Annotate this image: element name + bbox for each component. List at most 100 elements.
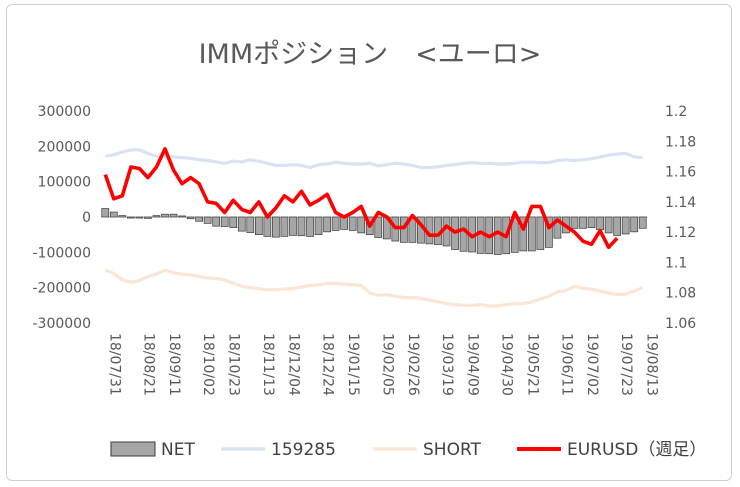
- net-bar: [263, 216, 272, 237]
- net-bar: [161, 213, 169, 218]
- y-right-tick-label: 1.16: [665, 165, 696, 181]
- net-bar: [144, 216, 152, 219]
- x-tick-label: 19/08/13: [644, 333, 660, 396]
- x-tick-label: 18/11/13: [260, 333, 276, 396]
- y-right-tick-label: 1.2: [665, 104, 687, 120]
- net-bar: [178, 215, 186, 218]
- y-axis-left: 300000 200000 100000 0 -100000 -200000 -300000: [33, 104, 92, 332]
- net-bar: [254, 216, 263, 236]
- x-tick-label: 19/04/09: [465, 333, 481, 396]
- net-bar: [101, 208, 110, 218]
- net-bar: [519, 216, 528, 252]
- x-tick-label: 19/02/05: [379, 333, 395, 396]
- y-left-tick-label: 300000: [38, 104, 91, 120]
- legend: NET 159285 SHORT EURUSD（週足）: [110, 440, 706, 460]
- net-bar: [613, 216, 621, 236]
- x-tick-label: 18/10/02: [200, 333, 216, 396]
- net-bar: [212, 216, 221, 227]
- net-bar: [621, 216, 630, 235]
- x-tick-label: 18/07/31: [106, 333, 122, 396]
- net-bar: [272, 216, 280, 238]
- net-bar: [493, 216, 502, 255]
- x-tick-label: 19/07/23: [618, 333, 634, 396]
- y-right-tick-label: 1.14: [665, 195, 696, 211]
- net-bar: [630, 216, 639, 233]
- net-bar: [135, 216, 144, 219]
- net-bar: [220, 216, 229, 227]
- net-bar: [186, 216, 195, 220]
- legend-label-short: SHORT: [423, 440, 482, 460]
- net-bar: [127, 216, 135, 219]
- net-bar: [109, 211, 118, 218]
- net-bar: [152, 215, 161, 218]
- net-bar: [280, 216, 289, 237]
- net-bar: [604, 216, 613, 234]
- series-lines: [103, 147, 644, 308]
- x-tick-label: 19/02/26: [405, 333, 421, 396]
- y-left-tick-label: 200000: [38, 139, 91, 155]
- x-tick-label: 18/12/24: [320, 333, 336, 396]
- net-bar: [570, 216, 579, 229]
- series-line-long: [105, 148, 643, 170]
- x-axis: 18/07/31 18/08/21 18/09/11 18/10/02 18/10/23…: [106, 333, 659, 396]
- y-right-tick-label: 1.12: [665, 225, 696, 241]
- net-bar: [545, 216, 553, 248]
- net-bar: [323, 216, 331, 233]
- legend-label-net: NET: [161, 440, 195, 460]
- net-bar: [527, 216, 536, 252]
- net-bar: [246, 216, 255, 233]
- net-bar: [340, 216, 348, 230]
- x-tick-label: 19/05/21: [524, 333, 540, 396]
- y-right-tick-label: 1.18: [665, 134, 696, 150]
- y-axis-right: 1.2 1.18 1.16 1.14 1.12 1.1 1.08 1.06: [665, 104, 696, 332]
- net-bar: [348, 216, 357, 231]
- y-right-tick-label: 1.1: [665, 255, 687, 271]
- net-bar: [237, 216, 246, 232]
- series-line-short: [104, 268, 644, 308]
- chart-frame: IMMポジション <ユーロ> 300000 200000 100000 0 -10000…: [6, 4, 732, 481]
- net-bar: [442, 216, 451, 247]
- x-tick-label: 18/09/11: [166, 333, 182, 396]
- net-bar: [203, 216, 212, 224]
- net-bar: [289, 216, 297, 236]
- net-bar: [195, 216, 203, 222]
- net-bar: [357, 216, 366, 234]
- legend-swatch-net: [110, 441, 156, 457]
- net-bar: [400, 216, 408, 243]
- legend-label-eurusd: EURUSD（週足）: [567, 440, 706, 460]
- net-bar: [459, 216, 468, 252]
- net-bars: [101, 208, 647, 255]
- net-bar: [638, 216, 647, 229]
- net-bar: [374, 216, 383, 238]
- net-bar: [314, 216, 323, 236]
- net-bar: [297, 216, 306, 237]
- x-tick-label: 19/04/30: [499, 333, 515, 396]
- y-right-tick-label: 1.06: [665, 316, 696, 332]
- net-bar: [118, 215, 127, 218]
- net-bar: [553, 216, 562, 239]
- y-left-tick-label: -200000: [33, 281, 92, 297]
- chart-title: IMMポジション <ユーロ>: [199, 39, 542, 70]
- x-tick-label: 18/10/23: [226, 333, 242, 396]
- x-tick-label: 18/12/04: [285, 333, 301, 396]
- net-bar: [229, 216, 238, 228]
- legend-label-long: 159285: [271, 440, 336, 460]
- x-tick-label: 19/06/11: [558, 333, 574, 396]
- net-bar: [169, 213, 178, 218]
- x-tick-label: 19/07/02: [584, 333, 600, 396]
- net-bar: [536, 216, 545, 250]
- x-tick-label: 19/03/19: [439, 333, 455, 396]
- net-bar: [587, 216, 596, 228]
- x-tick-label: 18/08/21: [140, 333, 156, 396]
- y-left-tick-label: 100000: [38, 175, 91, 191]
- x-tick-label: 19/01/15: [345, 333, 361, 396]
- y-right-tick-label: 1.08: [665, 286, 696, 302]
- y-left-tick-label: -300000: [33, 316, 92, 332]
- net-bar: [331, 216, 340, 231]
- net-bar: [579, 216, 587, 229]
- y-left-tick-label: -100000: [33, 245, 92, 261]
- series-line-eurusd: [103, 147, 619, 250]
- net-bar: [306, 216, 314, 237]
- net-bar: [596, 216, 604, 231]
- chart-svg: IMMポジション <ユーロ> 300000 200000 100000 0 -10000…: [33, 39, 707, 460]
